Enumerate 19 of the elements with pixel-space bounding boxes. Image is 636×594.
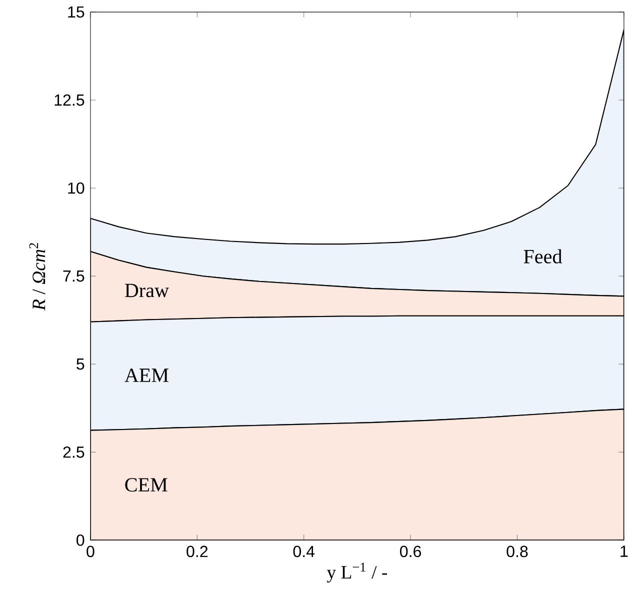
x-axis-title: y L$^{−1}$ / - (326, 562, 388, 582)
series-label: Feed (524, 249, 562, 264)
series-label: Draw (124, 284, 169, 297)
y-tick-label: 12.5 (54, 94, 84, 106)
y-axis-title: R / Ωcm$^{2}$ (29, 242, 46, 310)
x-tick-label: 1 (620, 546, 628, 557)
y-tick-label: 0 (76, 534, 84, 546)
series-label: CEM (125, 478, 168, 492)
y-tick-label: 2.5 (63, 446, 84, 458)
y-tick-label: 7.5 (63, 270, 84, 282)
x-tick-label: 0.6 (400, 546, 422, 557)
y-tick-label: 15 (68, 6, 84, 18)
x-tick-label: 0 (86, 546, 94, 557)
x-tick-label: 0.4 (293, 546, 315, 557)
series-label: AEM (124, 368, 168, 382)
y-tick-label: 5 (76, 358, 84, 370)
y-tick-label: 10 (68, 182, 84, 194)
x-tick-label: 0.2 (186, 546, 208, 557)
x-tick-label: 0.8 (506, 546, 528, 557)
